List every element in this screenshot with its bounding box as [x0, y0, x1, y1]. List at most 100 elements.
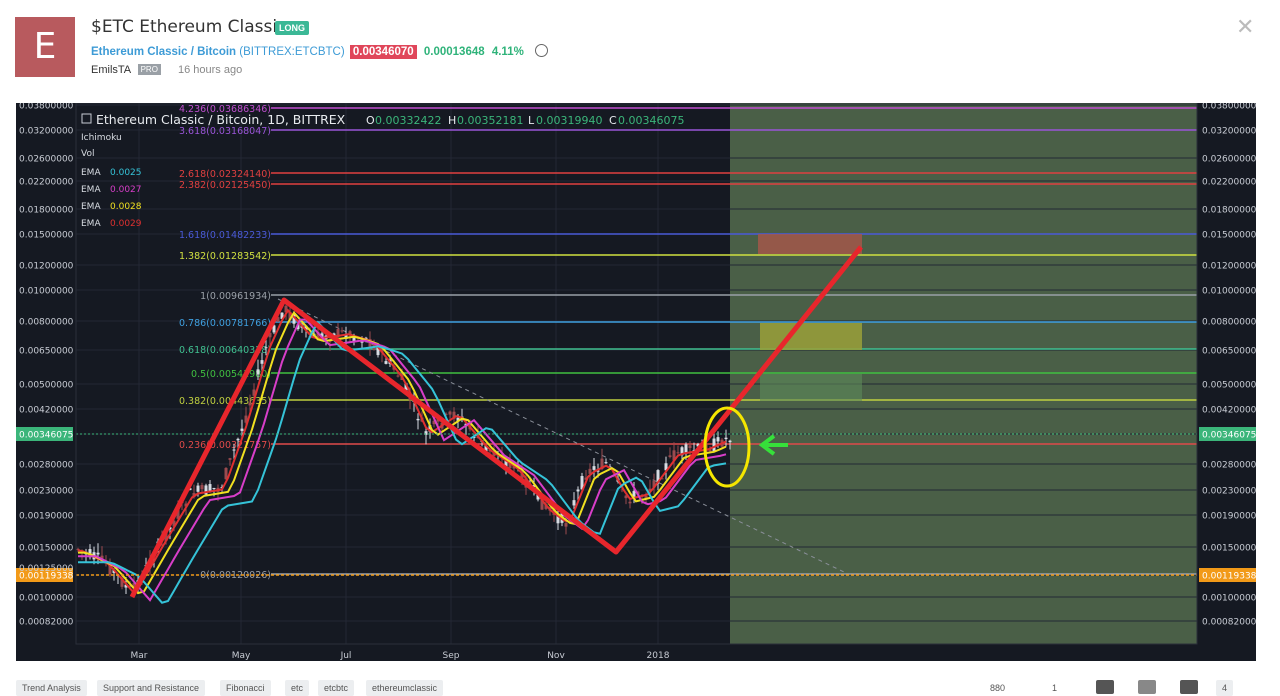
- candle-body: [404, 383, 408, 391]
- pro-badge: PRO: [137, 64, 161, 75]
- candle-body: [176, 509, 180, 519]
- close-icon[interactable]: ✕: [1236, 14, 1255, 39]
- candle-body: [344, 334, 348, 339]
- price-axis-label-left: 0.00150000: [19, 544, 74, 554]
- idea-footer: Trend Analysis Support and Resistance Fi…: [0, 672, 1280, 696]
- candle-body: [340, 330, 344, 332]
- price-axis-label-left: 0.00100000: [19, 594, 74, 604]
- idea-title: $ETC Ethereum Classic: [91, 17, 287, 37]
- comments-count[interactable]: 1: [1052, 683, 1058, 693]
- candle-body: [584, 477, 588, 480]
- candle-body: [196, 485, 200, 492]
- candle-body: [128, 585, 132, 587]
- candle-body: [292, 314, 296, 324]
- candle-body: [384, 361, 388, 364]
- price-axis-label-left: 0.00500000: [19, 381, 74, 391]
- tag-etc[interactable]: etc: [285, 680, 310, 696]
- fib-label: 1.382(0.01283542): [179, 251, 271, 262]
- candle-body: [580, 476, 584, 490]
- candle-body: [728, 440, 732, 443]
- candle-body: [200, 485, 204, 490]
- tag-ethereumclassic[interactable]: ethereumclassic: [366, 680, 444, 696]
- candle-body: [520, 469, 524, 483]
- target-boxes: [758, 234, 862, 401]
- plot-border: [75, 102, 1198, 645]
- candle-body: [540, 499, 544, 510]
- fib-label: 4.236(0.03686346): [179, 104, 271, 115]
- ohlc-value: 0.00346075: [618, 114, 684, 127]
- candle-body: [376, 347, 380, 356]
- bookmark-icon[interactable]: [1096, 680, 1114, 694]
- fib-label: 0.5(0.00541980): [191, 369, 271, 380]
- candle-body: [320, 333, 324, 337]
- candle-body: [688, 445, 692, 449]
- candle-body: [284, 305, 288, 313]
- candle-body: [504, 460, 508, 467]
- price-axis-label-left: 0.03800000: [19, 103, 74, 112]
- symbol-link[interactable]: Ethereum Classic / Bitcoin: [91, 46, 237, 58]
- collapse-legend-icon[interactable]: [81, 113, 92, 124]
- tag-fibonacci[interactable]: Fibonacci: [220, 680, 271, 696]
- symbol-row: Ethereum Classic / Bitcoin (BITTREX:ETCB…: [91, 44, 549, 59]
- likes-count[interactable]: 4: [1216, 680, 1234, 696]
- candle-body: [228, 458, 232, 460]
- candle-body: [668, 455, 672, 457]
- price-change-percent: 4.11%: [491, 46, 524, 58]
- price-axis-label-left: 0.00800000: [19, 318, 74, 328]
- candle-body: [124, 584, 128, 588]
- ema-label: EMA: [81, 185, 101, 195]
- share-icon[interactable]: [1138, 680, 1156, 694]
- candle-body: [248, 402, 252, 406]
- candle-body: [692, 450, 696, 452]
- tag-trend-analysis[interactable]: Trend Analysis: [16, 680, 87, 696]
- candle-body: [556, 514, 560, 524]
- price-tag-label: 0.00119338: [1202, 572, 1256, 582]
- price-tag-left: [16, 427, 73, 441]
- candle-body: [532, 485, 536, 487]
- author-avatar[interactable]: E: [15, 17, 75, 77]
- candle-body: [684, 444, 688, 454]
- candle-body: [352, 337, 356, 343]
- tag-support-resistance[interactable]: Support and Resistance: [97, 680, 206, 696]
- candle-body: [424, 431, 428, 435]
- candle-body: [296, 324, 300, 330]
- ohlc-value: 0.00319940: [536, 114, 602, 127]
- ema-value: 0.0025: [110, 168, 142, 178]
- symbol-ticker[interactable]: (BITTREX:ETCBTC): [239, 46, 345, 58]
- price-axis-label: 0.00150000: [1202, 544, 1256, 554]
- candle-body: [696, 444, 700, 447]
- chart-svg[interactable]: 4.236(0.03686346) 3.618(0.03168047) 2.618(…: [16, 102, 1257, 661]
- time-axis-label: Nov: [547, 651, 565, 661]
- candle-body: [360, 341, 364, 343]
- candle-body: [280, 312, 284, 319]
- tag-etcbtc[interactable]: etcbtc: [318, 680, 355, 696]
- candle-body: [348, 331, 352, 336]
- ema-value: 0.0028: [110, 202, 142, 212]
- candle-body: [484, 445, 488, 452]
- candle-body: [628, 501, 632, 504]
- author-name[interactable]: EmilsTA: [91, 64, 131, 76]
- time-axis: Mar May Jul Sep Nov 2018: [131, 651, 670, 661]
- star-icon[interactable]: [1180, 680, 1198, 694]
- chart-area[interactable]: 4.236(0.03686346) 3.618(0.03168047) 2.618(…: [16, 102, 1257, 661]
- target-box-yellow: [760, 323, 862, 350]
- price-axis-label-left: 0.00650000: [19, 347, 74, 357]
- price-axis-label-left: 0.00230000: [19, 487, 74, 497]
- candle-body: [336, 329, 340, 338]
- price-axis-label: 0.00230000: [1202, 487, 1256, 497]
- candle-body: [432, 420, 436, 425]
- ema-label: EMA: [81, 168, 101, 178]
- candle-body: [172, 520, 176, 527]
- ema-line: [78, 320, 727, 604]
- trend-path: [129, 245, 863, 599]
- fib-label: 2.382(0.02125450): [179, 180, 271, 191]
- long-badge: LONG: [275, 21, 309, 35]
- candle-body: [232, 449, 236, 451]
- candle-body: [444, 413, 448, 415]
- candle-body: [572, 500, 576, 506]
- candle-body: [564, 523, 568, 527]
- alarm-clock-icon[interactable]: [535, 44, 549, 57]
- price-axis-label: 0.02600000: [1202, 155, 1256, 165]
- price-axis-label: 0.01200000: [1202, 262, 1256, 272]
- candle-body: [316, 331, 320, 341]
